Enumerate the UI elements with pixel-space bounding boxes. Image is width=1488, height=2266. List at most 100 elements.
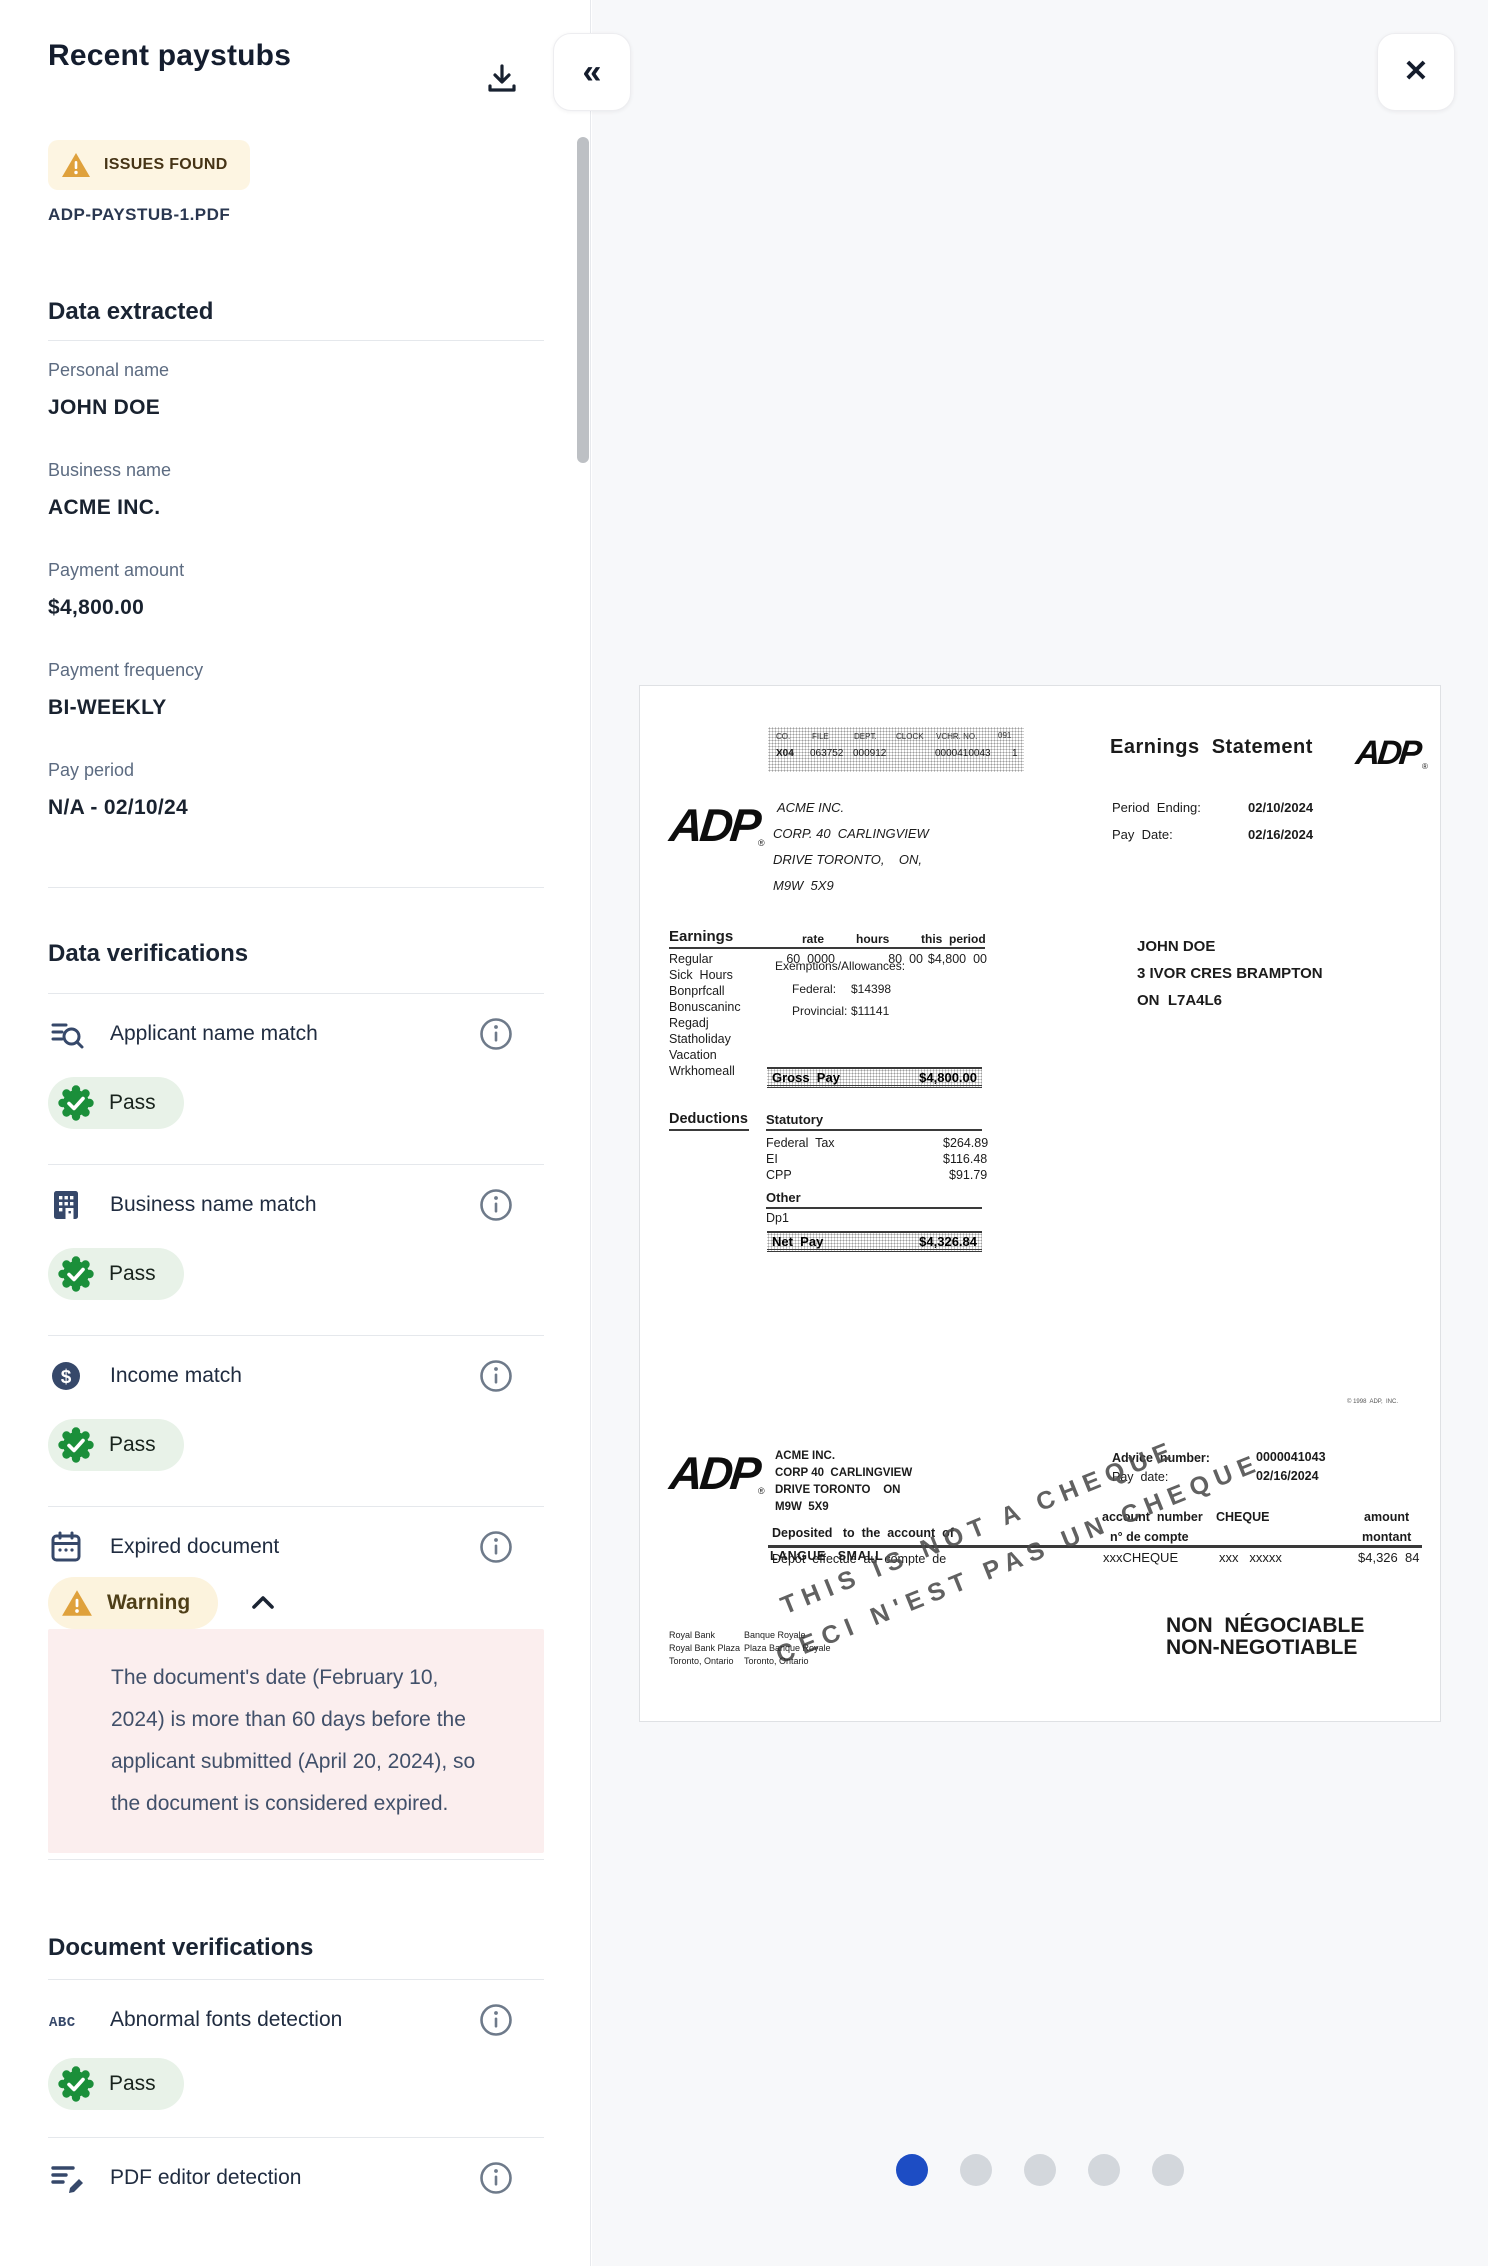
divider <box>48 1335 544 1336</box>
close-button[interactable]: ✕ <box>1377 33 1455 111</box>
check-label: PDF editor detection <box>110 2166 302 2189</box>
gross-pay-bar: Gross Pay $4,800.00 <box>767 1067 982 1088</box>
adp-logo: ADP <box>667 1447 761 1499</box>
deductions-rule <box>669 1129 749 1131</box>
bank-line: Banque Royale <box>744 1630 806 1640</box>
paystub-document-preview[interactable]: CO. FILE DEPT. CLOCK VCHR. NO. 091 X04 0… <box>639 685 1441 1722</box>
deduction-label: CPP <box>766 1168 792 1182</box>
pagination-dot[interactable] <box>960 2154 992 2186</box>
earning-rate: 60 0000 <box>786 952 835 966</box>
company-address-line: ACME INC. <box>777 800 845 815</box>
field-value: BI-WEEKLY <box>48 696 167 719</box>
pagination-dot[interactable] <box>1024 2154 1056 2186</box>
earning-name: Regadj <box>669 1016 709 1030</box>
warning-status-line: Warning <box>48 1577 544 1629</box>
pagination-dot[interactable] <box>1152 2154 1184 2186</box>
employee-line: 3 IVOR CRES BRAMPTON <box>1137 965 1323 982</box>
check-row-income-match: $ Income match <box>48 1354 544 1398</box>
check-label: Expired document <box>110 1535 280 1558</box>
warning-detail-text: The document's date (February 10, 2024) … <box>111 1666 476 1815</box>
svg-text:ABC: ABC <box>49 2015 76 2031</box>
divider <box>48 1979 544 1980</box>
earnings-heading: Earnings <box>669 928 734 945</box>
net-pay-bar: Net Pay $4,326.84 <box>767 1231 982 1252</box>
pagination-dot[interactable] <box>896 2154 928 2186</box>
deduction-label: EI <box>766 1152 778 1166</box>
status-pill-label: Pass <box>109 1262 156 1285</box>
divider <box>48 1506 544 1507</box>
document-viewer-panel: CO. FILE DEPT. CLOCK VCHR. NO. 091 X04 0… <box>592 0 1488 2266</box>
chevron-up-icon[interactable] <box>248 1588 278 1618</box>
cheque-pay-date-value: 02/16/2024 <box>1256 1469 1319 1483</box>
adp-copyright: © 1998 ADP, INC. <box>1347 1399 1399 1405</box>
status-pill-warning: Warning <box>48 1577 219 1629</box>
cheque-pay-date-label: Pay date: <box>1112 1470 1169 1484</box>
cheque-row-cheque: xxx xxxxx <box>1219 1550 1282 1565</box>
pagination-dot[interactable] <box>1088 2154 1120 2186</box>
voucher-col-value: 0000410043 <box>935 748 991 759</box>
exemption-value: $11141 <box>851 1004 890 1018</box>
deduction-value: $91.79 <box>949 1168 988 1182</box>
info-icon[interactable] <box>478 1358 514 1394</box>
info-icon[interactable] <box>478 1016 514 1052</box>
earning-period: $4,800 00 <box>927 952 987 966</box>
earning-name: Statholiday <box>669 1032 731 1046</box>
check-row-business-name: Business name match <box>48 1183 544 1227</box>
info-icon[interactable] <box>478 1529 514 1565</box>
earning-name: Sick Hours <box>669 968 733 982</box>
status-pill-label: Pass <box>109 2072 156 2095</box>
employee-line: ON L7A4L6 <box>1137 992 1223 1009</box>
account-number-header: account number <box>1102 1510 1203 1524</box>
field-label: Business name <box>48 460 172 480</box>
other-rule <box>766 1207 982 1209</box>
earnings-header-rule <box>669 947 985 949</box>
gross-pay-label: Gross Pay <box>772 1069 840 1085</box>
info-icon[interactable] <box>478 2002 514 2038</box>
divider <box>48 993 544 994</box>
company-address-line: CORP. 40 CARLINGVIEW <box>773 826 929 841</box>
cheque-company-line: M9W 5X9 <box>775 1501 829 1513</box>
adp-logo-reg: ® <box>758 838 765 848</box>
info-icon[interactable] <box>478 1187 514 1223</box>
employee-line: JOHN DOE <box>1137 938 1216 955</box>
earnings-col-hours: hours <box>856 932 890 946</box>
field-personal-name: Personal name JOHN DOE <box>48 357 544 425</box>
advice-number-label: Advice number: <box>1112 1451 1210 1465</box>
field-value: ACME INC. <box>48 496 161 519</box>
advice-number-value: 0000041043 <box>1256 1450 1326 1464</box>
status-pill-pass: Pass <box>48 1077 184 1129</box>
deposited-line-fr: Dépôt effectué au compte de <box>772 1552 947 1566</box>
exemption-label: Federal: <box>792 982 837 996</box>
download-button[interactable] <box>482 58 522 98</box>
statement-title: Earnings Statement <box>1110 736 1313 758</box>
check-label: Business name match <box>110 1193 317 1216</box>
period-ending-label: Period Ending: <box>1112 800 1201 815</box>
earnings-col-period: this period <box>921 932 986 946</box>
net-pay-label: Net Pay <box>772 1233 824 1249</box>
exemption-value: $14398 <box>851 982 892 996</box>
voucher-col-label: CO. <box>776 732 791 741</box>
statutory-rule <box>766 1129 982 1131</box>
check-row-expired-document: Expired document <box>48 1525 544 1569</box>
bank-line: Royal Bank Plaza <box>669 1643 741 1653</box>
voucher-header-box <box>768 727 1024 772</box>
sidebar-scrollbar[interactable] <box>577 137 589 463</box>
gross-pay-value: $4,800.00 <box>919 1069 977 1085</box>
adp-logo: ADP <box>667 799 761 851</box>
cheque-rule <box>768 1545 1422 1548</box>
document-filename[interactable]: ADP-PAYSTUB-1.PDF <box>48 205 231 224</box>
dollar-circle-icon: $ <box>48 1358 88 1394</box>
info-icon[interactable] <box>478 2160 514 2196</box>
deduction-label: Federal Tax <box>766 1136 835 1150</box>
non-negotiable-en: NON-NEGOTIABLE <box>1166 1636 1358 1659</box>
voucher-col-label: FILE <box>812 732 829 741</box>
data-verifications-heading: Data verifications <box>48 940 249 967</box>
collapse-sidebar-button[interactable]: « <box>553 33 631 111</box>
non-negotiable-fr: NON NÉGOCIABLE <box>1166 1614 1365 1637</box>
adp-logo-reg: ® <box>758 1486 765 1496</box>
field-pay-period: Pay period N/A - 02/10/24 <box>48 757 544 825</box>
calendar-icon <box>48 1529 88 1565</box>
field-label: Payment amount <box>48 560 185 580</box>
status-pill-pass: Pass <box>48 2058 184 2110</box>
